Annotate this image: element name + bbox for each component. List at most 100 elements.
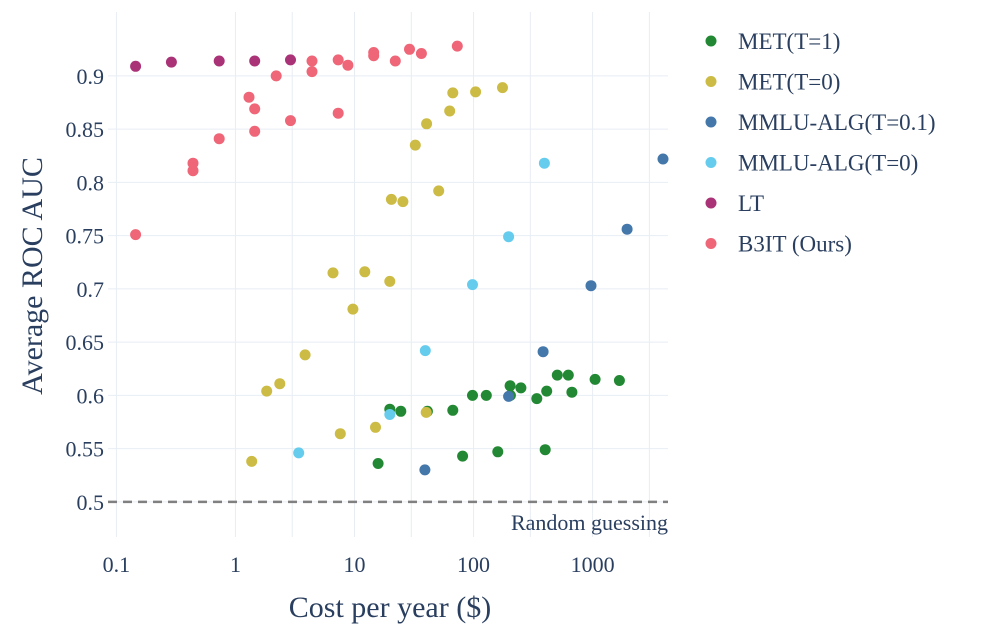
point-met-t-1	[566, 386, 578, 398]
point-met-t-0	[370, 421, 381, 433]
legend-label: MMLU-ALG(T=0.1)	[738, 110, 936, 135]
point-mmlu-alg-t-0	[538, 157, 550, 169]
point-met-t-0	[327, 267, 339, 279]
point-lt	[249, 55, 261, 67]
point-b3it-ours	[243, 91, 255, 103]
point-b3it-ours	[306, 66, 318, 78]
legend: MET(T=1) MET(T=0) MMLU-ALG(T=0.1) MMLU-ALG(…	[705, 29, 936, 257]
point-b3it-ours	[249, 103, 261, 115]
point-met-t-1	[541, 385, 553, 397]
legend-marker	[705, 35, 717, 47]
legend-marker	[705, 116, 717, 128]
legend-label: MMLU-ALG(T=0)	[738, 151, 918, 176]
point-met-t-0	[299, 349, 311, 361]
reference-line-group: Random guessing	[108, 500, 668, 535]
point-b3it-ours	[285, 115, 296, 127]
point-met-t-0	[261, 385, 273, 397]
point-mmlu-alg-t-0-1	[419, 464, 431, 476]
y-tick-label: 0.55	[66, 437, 105, 462]
point-mmlu-alg-t-0-1	[503, 390, 515, 402]
point-met-t-0	[444, 105, 456, 117]
point-met-t-1	[515, 382, 527, 394]
point-met-t-0	[420, 406, 432, 418]
point-mmlu-alg-t-0	[503, 231, 515, 243]
point-met-t-1	[551, 369, 563, 381]
y-axis-title: Average ROC AUC	[16, 157, 49, 395]
point-met-t-0	[447, 87, 459, 99]
x-tick-label: 100	[457, 552, 490, 577]
point-lt	[285, 54, 296, 66]
point-met-t-1	[562, 369, 574, 381]
legend-marker	[705, 197, 717, 209]
data-points	[130, 40, 669, 476]
point-met-t-0	[359, 266, 371, 278]
legend-marker	[705, 157, 717, 168]
y-tick-label: 0.7	[77, 277, 105, 302]
point-met-t-0	[274, 378, 286, 390]
point-met-t-1	[457, 450, 469, 462]
x-tick-labels: 0.1 1 10 100 1000	[103, 552, 615, 577]
point-met-t-0	[433, 185, 445, 197]
point-lt	[130, 60, 142, 72]
legend-label: B3IT (Ours)	[738, 232, 852, 257]
point-lt	[213, 55, 225, 67]
point-met-t-0	[421, 118, 433, 130]
point-b3it-ours	[404, 43, 415, 55]
point-mmlu-alg-t-0-1	[621, 223, 633, 235]
point-b3it-ours	[249, 125, 261, 137]
y-tick-label: 0.8	[77, 170, 105, 195]
legend-label: MET(T=1)	[738, 29, 840, 54]
x-axis-title: Cost per year ($)	[289, 591, 491, 624]
x-tick-label: 0.1	[103, 552, 131, 577]
point-met-t-0	[385, 193, 397, 205]
x-tick-label: 1	[230, 552, 241, 577]
point-met-t-0	[347, 303, 359, 315]
legend-marker	[705, 238, 717, 249]
point-lt	[165, 56, 177, 68]
point-met-t-1	[372, 458, 384, 469]
point-mmlu-alg-t-0	[384, 409, 396, 420]
point-mmlu-alg-t-0	[467, 279, 478, 291]
point-b3it-ours	[130, 229, 142, 241]
legend-label: LT	[738, 191, 764, 216]
y-tick-label: 0.5	[77, 490, 105, 515]
point-mmlu-alg-t-0	[419, 345, 431, 357]
point-b3it-ours	[306, 55, 318, 67]
x-tick-label: 1000	[571, 552, 615, 577]
point-b3it-ours	[342, 59, 354, 71]
y-tick-label: 0.85	[66, 117, 105, 142]
point-b3it-ours	[270, 70, 282, 82]
point-mmlu-alg-t-0	[293, 447, 305, 459]
legend-label: MET(T=0)	[738, 70, 840, 95]
point-met-t-1	[467, 389, 478, 401]
point-mmlu-alg-t-0-1	[537, 346, 549, 358]
random-guessing-label: Random guessing	[511, 510, 668, 535]
point-b3it-ours	[415, 48, 427, 59]
point-b3it-ours	[389, 55, 401, 67]
point-met-t-0	[397, 196, 409, 208]
y-tick-label: 0.65	[66, 330, 105, 355]
point-b3it-ours	[332, 54, 344, 66]
point-b3it-ours	[368, 47, 380, 58]
point-met-t-0	[497, 82, 508, 94]
point-mmlu-alg-t-0-1	[657, 153, 669, 165]
point-met-t-1	[539, 444, 551, 456]
grid-lines	[108, 12, 668, 537]
point-met-t-1	[480, 389, 492, 401]
point-met-t-1	[531, 393, 543, 405]
y-tick-label: 0.6	[77, 383, 105, 408]
point-mmlu-alg-t-0-1	[585, 280, 597, 292]
point-met-t-1	[589, 373, 601, 385]
point-met-t-1	[492, 446, 504, 458]
point-met-t-1	[504, 380, 516, 392]
point-met-t-0	[384, 275, 396, 287]
point-met-t-0	[470, 86, 482, 98]
point-met-t-1	[447, 404, 459, 416]
point-met-t-1	[613, 375, 625, 386]
point-met-t-1	[395, 405, 407, 417]
point-b3it-ours	[213, 133, 225, 145]
y-tick-label: 0.9	[77, 64, 105, 89]
point-b3it-ours	[451, 40, 463, 52]
point-b3it-ours	[187, 157, 199, 169]
point-met-t-0	[334, 428, 346, 440]
